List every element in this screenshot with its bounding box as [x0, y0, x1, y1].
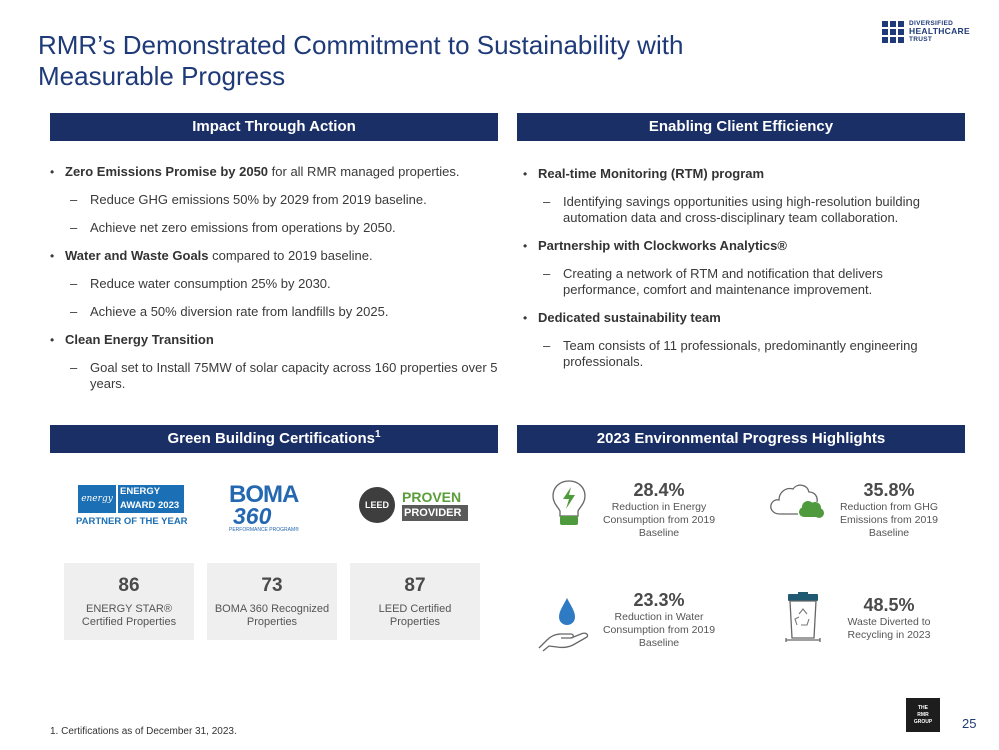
footnote: 1. Certifications as of December 31, 202…: [50, 726, 237, 737]
leed-badge: LEED: [359, 487, 395, 523]
stat-value: 73: [261, 575, 283, 596]
rmr-line-2: RMR: [917, 712, 929, 718]
boma-360-logo: BOMA 360 PERFORMANCE PROGRAM®: [229, 481, 321, 534]
stat-label: ENERGY STAR® Certified Properties: [81, 603, 177, 628]
highlight-ghg: 35.8% Reduction from GHG Emissions from …: [828, 479, 950, 540]
stat-label: LEED Certified Properties: [378, 603, 452, 628]
company-logo: DIVERSIFIED HEALTHCARE TRUST: [882, 19, 982, 45]
page-title: RMR’s Demonstrated Commitment to Sustain…: [38, 30, 684, 91]
list-item: Clean Energy Transition: [48, 332, 500, 348]
list-subitem: Identifying savings opportunities using …: [521, 194, 941, 226]
logo-line-1: DIVERSIFIED: [909, 20, 954, 27]
highlight-value: 35.8%: [863, 480, 915, 500]
energy-star-line-2: AWARD 2023: [118, 499, 184, 513]
list-item: Water and Waste Goals compared to 2019 b…: [48, 248, 500, 264]
rmr-group-logo: THE RMR GROUP: [906, 698, 940, 732]
boma-line-2: 360: [233, 503, 272, 529]
leed-line-2: PROVIDER: [402, 505, 468, 521]
highlight-label: Reduction from GHG Emissions from 2019 B…: [839, 501, 939, 539]
highlight-value: 48.5%: [863, 595, 915, 615]
list-item: Real-time Monitoring (RTM) program: [521, 166, 941, 182]
efficiency-header: Enabling Client Efficiency: [517, 113, 965, 141]
list-item: Dedicated sustainability team: [521, 310, 941, 326]
highlight-energy: 28.4% Reduction in Energy Consumption fr…: [590, 479, 728, 540]
stat-box-leed: 87 LEED Certified Properties: [350, 563, 480, 640]
leed-proven-provider-logo: LEED PROVEN PROVIDER: [359, 487, 469, 525]
list-subitem: Achieve net zero emissions from operatio…: [48, 220, 500, 236]
stat-value: 87: [404, 575, 426, 596]
water-drop-hand-icon: [538, 598, 589, 652]
logo-line-2: HEALTHCARE: [909, 26, 970, 36]
stat-box-boma: 73 BOMA 360 Recognized Properties: [207, 563, 337, 640]
list-subitem: Achieve a 50% diversion rate from landfi…: [48, 304, 500, 320]
logo-grid-icon: [882, 21, 904, 43]
list-subitem: Creating a network of RTM and notificati…: [521, 266, 941, 298]
stat-label: BOMA 360 Recognized Properties: [214, 603, 330, 628]
energy-star-script: energy: [78, 485, 116, 513]
leed-line-1: PROVEN: [402, 489, 462, 505]
list-item: Zero Emissions Promise by 2050 for all R…: [48, 164, 500, 180]
energy-star-logo: energy ENERGY STAR AWARD 2023 PARTNER OF…: [76, 485, 188, 529]
highlight-water: 23.3% Reduction in Water Consumption fro…: [590, 589, 728, 650]
stat-value: 86: [118, 575, 140, 596]
highlight-label: Reduction in Water Consumption from 2019…: [602, 611, 716, 649]
certifications-header: Green Building Certifications1: [50, 425, 498, 453]
energy-star-line-3: PARTNER OF THE YEAR: [76, 516, 188, 527]
list-item: Partnership with Clockworks Analytics®: [521, 238, 941, 254]
page-number: 25: [962, 716, 977, 731]
lightbulb-icon: [552, 480, 586, 525]
impact-header: Impact Through Action: [50, 113, 498, 141]
highlight-label: Reduction in Energy Consumption from 201…: [602, 501, 716, 539]
rmr-line-3: GROUP: [913, 719, 933, 725]
rmr-line-1: THE: [918, 705, 928, 711]
list-subitem: Goal set to Install 75MW of solar capaci…: [48, 360, 500, 392]
highlights-header: 2023 Environmental Progress Highlights: [517, 425, 965, 453]
recycle-bin-icon: [785, 592, 821, 642]
logo-line-3: TRUST: [909, 36, 933, 43]
efficiency-list: Real-time Monitoring (RTM) program Ident…: [521, 166, 941, 382]
highlight-label: Waste Diverted to Recycling in 2023: [847, 616, 931, 641]
list-subitem: Reduce GHG emissions 50% by 2029 from 20…: [48, 192, 500, 208]
stat-box-energy-star: 86 ENERGY STAR® Certified Properties: [64, 563, 194, 640]
highlight-waste: 48.5% Waste Diverted to Recycling in 202…: [836, 594, 942, 642]
boma-line-1: BOMA: [229, 481, 299, 508]
energy-star-line-1: ENERGY STAR: [118, 485, 184, 511]
highlight-value: 23.3%: [633, 590, 685, 610]
list-subitem: Reduce water consumption 25% by 2030.: [48, 276, 500, 292]
highlight-value: 28.4%: [633, 480, 685, 500]
list-subitem: Team consists of 11 professionals, predo…: [521, 338, 941, 370]
boma-line-3: PERFORMANCE PROGRAM®: [229, 527, 299, 533]
impact-list: Zero Emissions Promise by 2050 for all R…: [48, 164, 500, 404]
cloud-leaf-icon: [770, 484, 824, 518]
